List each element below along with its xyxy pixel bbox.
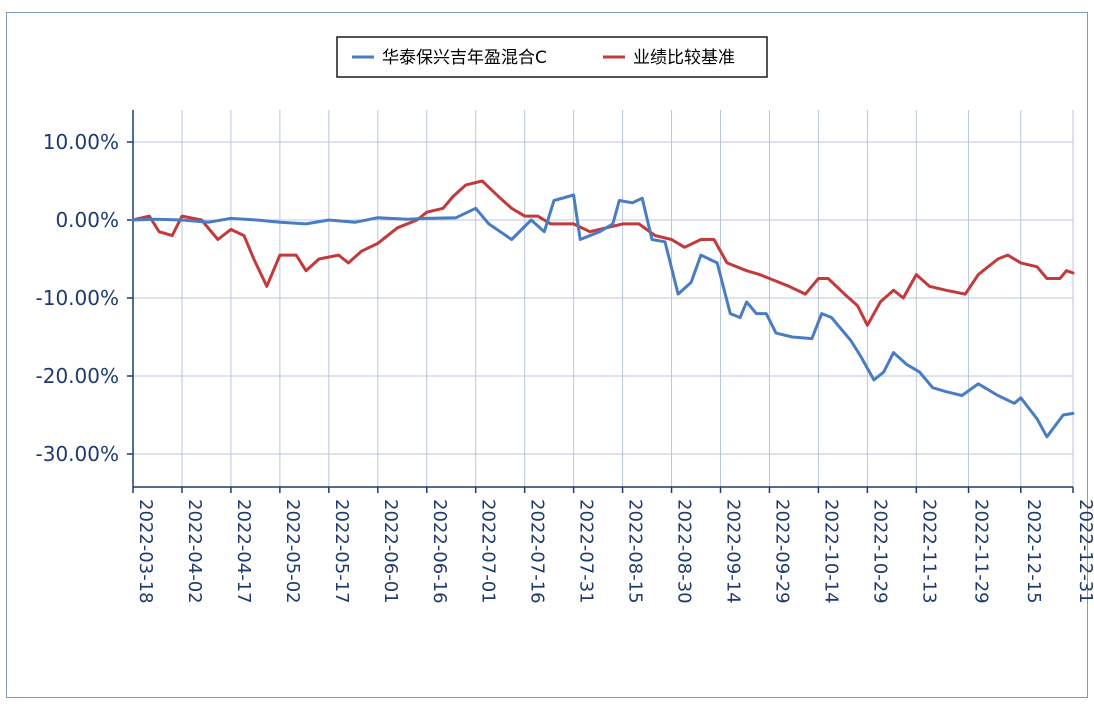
- x-tick-label: 2022-07-01: [478, 499, 499, 604]
- series-line-benchmark: [131, 179, 1075, 327]
- x-tick-label: 2022-10-29: [869, 499, 890, 604]
- grid: [132, 110, 1074, 487]
- legend-label-benchmark: 业绩比较基准: [633, 48, 735, 68]
- x-tick-label: 2022-08-15: [625, 499, 646, 604]
- x-tick-label: 2022-06-01: [380, 499, 401, 604]
- x-tick-label: 2022-12-31: [1075, 499, 1094, 604]
- legend-label-fund: 华泰保兴吉年盈混合C: [382, 48, 547, 68]
- x-tick-label: 2022-11-29: [971, 499, 992, 604]
- x-tick-label: 2022-06-16: [429, 499, 450, 604]
- x-tick-label: 2022-05-02: [282, 499, 303, 604]
- x-tick-label: 2022-09-29: [771, 499, 792, 604]
- series-line-fund: [131, 193, 1075, 439]
- x-tick-label: 2022-05-17: [331, 499, 352, 604]
- y-tick-label: -20.00%: [36, 364, 119, 388]
- legend: 华泰保兴吉年盈混合C 业绩比较基准: [336, 36, 768, 78]
- y-tick-label: -30.00%: [36, 442, 119, 466]
- legend-box: [336, 36, 768, 78]
- y-tick-label: 10.00%: [43, 130, 119, 154]
- x-tick-label: 2022-04-02: [184, 499, 205, 604]
- x-axis-ticks: 2022-03-18 2022-04-02 2022-04-17 2022-05-02…: [132, 487, 1094, 604]
- y-tick-label: 0.00%: [55, 208, 119, 232]
- x-tick-label: 2022-07-31: [576, 499, 597, 604]
- series-lines: [131, 179, 1075, 439]
- x-tick-label: 2022-08-30: [674, 499, 695, 604]
- x-tick-label: 2022-10-14: [820, 499, 841, 604]
- y-tick-label: -10.00%: [36, 286, 119, 310]
- y-axis-ticks: 10.00% 0.00% -10.00% -20.00% -30.00%: [36, 130, 133, 466]
- chart-frame: [6, 12, 1088, 698]
- x-tick-label: 2022-04-17: [233, 499, 254, 604]
- x-tick-label: 2022-11-13: [918, 499, 939, 604]
- x-tick-label: 2022-03-18: [135, 499, 156, 604]
- x-tick-label: 2022-09-14: [723, 499, 744, 604]
- x-tick-label: 2022-07-16: [527, 499, 548, 604]
- x-tick-label: 2022-12-15: [1023, 499, 1044, 604]
